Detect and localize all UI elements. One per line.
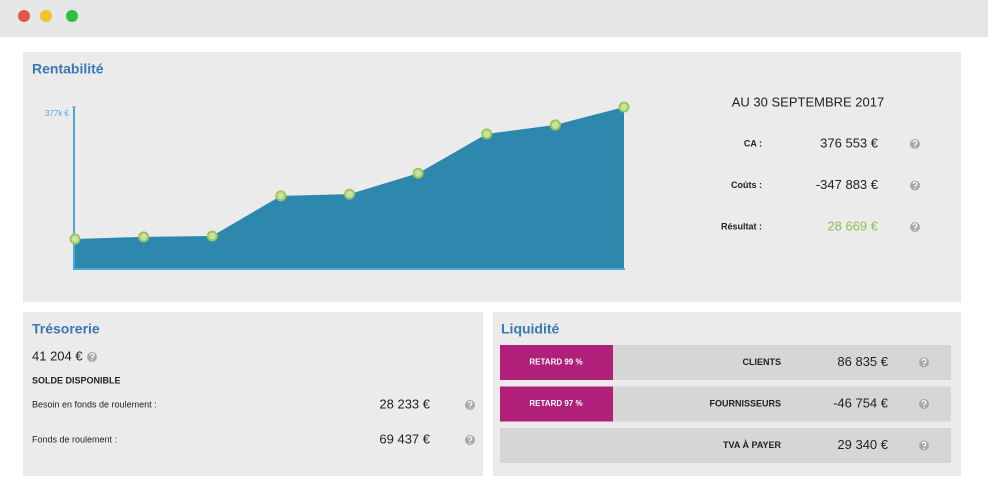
- help-glyph: [921, 441, 927, 447]
- close-button[interactable]: [18, 10, 30, 22]
- row-label: Fonds de roulement :: [32, 434, 117, 444]
- help-glyph: [921, 358, 927, 364]
- panel: [23, 312, 483, 476]
- badge-text: RETARD 97 %: [529, 399, 582, 408]
- summary-heading: AU 30 SEPTEMBRE 2017: [732, 94, 884, 109]
- row-value: 86 835 €: [837, 354, 888, 369]
- point[interactable]: [549, 119, 561, 131]
- help-glyph: [923, 364, 925, 367]
- row-value: 29 340 €: [837, 437, 888, 452]
- balance: 41 204 €: [32, 348, 83, 363]
- help-glyph: [923, 406, 925, 408]
- row-value: -347 883 €: [816, 177, 879, 192]
- help-glyph: [467, 436, 473, 442]
- help-glyph: [912, 181, 918, 187]
- help-glyph: [467, 401, 473, 407]
- help-glyph: [914, 187, 916, 190]
- row-label: Besoin en fonds de roulement :: [32, 399, 157, 409]
- minimize-button[interactable]: [40, 10, 52, 22]
- row-label: TVA À PAYER: [723, 440, 782, 450]
- badge: [500, 386, 613, 422]
- point[interactable]: [412, 167, 424, 179]
- help-glyph: [89, 353, 95, 359]
- help-glyph: [912, 223, 918, 229]
- help-glyph: [923, 447, 925, 450]
- point[interactable]: [481, 128, 493, 140]
- y-tick-label: 377k €: [45, 109, 70, 118]
- area: [75, 107, 624, 268]
- row-value: 69 437 €: [379, 431, 430, 446]
- point[interactable]: [138, 231, 150, 243]
- help-glyph: [912, 140, 918, 146]
- title-bar: [0, 0, 988, 37]
- point[interactable]: [275, 190, 287, 202]
- point[interactable]: [69, 233, 81, 245]
- point[interactable]: [344, 188, 355, 200]
- row-value: 28 233 €: [379, 396, 430, 411]
- panel-title: Trésorerie: [32, 321, 100, 337]
- maximize-button[interactable]: [66, 10, 78, 22]
- row-bar: [500, 428, 951, 463]
- panel-title: Liquidité: [501, 321, 560, 337]
- row-label: CA :: [744, 138, 762, 148]
- point[interactable]: [618, 101, 630, 113]
- row-value: -46 754 €: [833, 395, 889, 410]
- badge: [500, 345, 613, 380]
- row-label: FOURNISSEURS: [709, 398, 781, 408]
- point[interactable]: [206, 230, 218, 242]
- row-value: 376 553 €: [820, 135, 879, 150]
- help-glyph: [914, 229, 916, 231]
- row-value: 28 669 €: [827, 218, 878, 233]
- row-label: CLIENTS: [742, 357, 781, 367]
- help-glyph: [469, 407, 471, 409]
- balance-label: SOLDE DISPONIBLE: [32, 375, 121, 385]
- help-glyph: [914, 146, 916, 148]
- row-label: Résultat :: [721, 221, 762, 231]
- panel-title: Rentabilité: [32, 61, 104, 77]
- row-label: Coûts :: [731, 180, 762, 190]
- help-glyph: [91, 359, 93, 361]
- badge-text: RETARD 99 %: [529, 358, 582, 367]
- help-glyph: [921, 400, 927, 406]
- help-glyph: [469, 442, 471, 444]
